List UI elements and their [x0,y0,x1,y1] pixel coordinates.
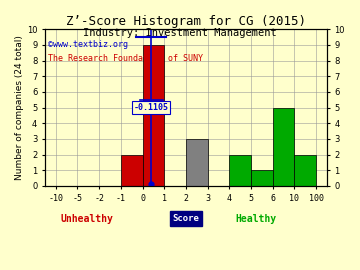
Text: Unhealthy: Unhealthy [61,214,114,224]
Text: Score: Score [172,214,199,223]
Bar [121,155,143,186]
Text: ©www.textbiz.org: ©www.textbiz.org [48,40,128,49]
Bar [143,45,164,186]
Text: The Research Foundation of SUNY: The Research Foundation of SUNY [48,54,203,63]
Bar [294,155,316,186]
Bar [273,107,294,186]
Text: Industry: Investment Management: Industry: Investment Management [83,28,277,38]
Text: Healthy: Healthy [236,214,277,224]
Bar [229,155,251,186]
Bar [251,170,273,186]
Title: Z’-Score Histogram for CG (2015): Z’-Score Histogram for CG (2015) [66,15,306,28]
Bar [186,139,208,186]
Text: -0.1105: -0.1105 [134,103,169,112]
Y-axis label: Number of companies (24 total): Number of companies (24 total) [15,35,24,180]
